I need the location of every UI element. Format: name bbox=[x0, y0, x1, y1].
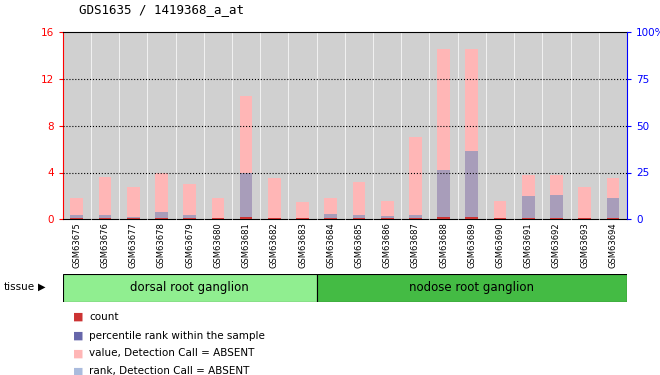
Bar bbox=[578, 218, 591, 219]
Bar bbox=[373, 32, 401, 219]
Text: ▶: ▶ bbox=[38, 282, 46, 292]
Bar bbox=[430, 32, 458, 219]
Bar bbox=[438, 50, 450, 219]
Bar bbox=[268, 217, 280, 219]
Text: percentile rank within the sample: percentile rank within the sample bbox=[89, 331, 265, 340]
Bar bbox=[352, 182, 365, 219]
Bar bbox=[268, 218, 280, 219]
Bar bbox=[296, 217, 309, 219]
Bar bbox=[91, 32, 119, 219]
Bar bbox=[570, 32, 599, 219]
Bar bbox=[317, 32, 345, 219]
Bar bbox=[578, 217, 591, 219]
Bar bbox=[486, 32, 514, 219]
Bar bbox=[409, 217, 422, 219]
Bar bbox=[522, 196, 535, 219]
Bar bbox=[63, 32, 91, 219]
Bar bbox=[99, 214, 112, 219]
Bar bbox=[240, 172, 252, 219]
Bar bbox=[260, 32, 288, 219]
Bar bbox=[183, 218, 196, 219]
Bar bbox=[232, 32, 260, 219]
Bar bbox=[458, 32, 486, 219]
Text: value, Detection Call = ABSENT: value, Detection Call = ABSENT bbox=[89, 348, 255, 358]
Bar bbox=[607, 198, 619, 219]
Text: nodose root ganglion: nodose root ganglion bbox=[409, 281, 535, 294]
Bar bbox=[212, 218, 224, 219]
Bar bbox=[240, 217, 252, 219]
Bar bbox=[183, 214, 196, 219]
Bar bbox=[155, 217, 168, 219]
Bar bbox=[212, 217, 224, 219]
Bar bbox=[155, 212, 168, 219]
Bar bbox=[381, 201, 393, 219]
Bar bbox=[465, 152, 478, 219]
Text: dorsal root ganglion: dorsal root ganglion bbox=[130, 281, 249, 294]
Bar bbox=[522, 175, 535, 219]
Bar bbox=[550, 217, 563, 219]
Bar bbox=[176, 32, 204, 219]
Bar bbox=[599, 32, 627, 219]
Bar bbox=[438, 170, 450, 219]
Bar bbox=[550, 195, 563, 219]
Bar bbox=[127, 187, 139, 219]
Bar bbox=[71, 214, 83, 219]
Bar bbox=[63, 274, 317, 302]
Bar bbox=[127, 217, 139, 219]
Bar bbox=[381, 218, 393, 219]
Bar bbox=[381, 216, 393, 219]
Bar bbox=[268, 178, 280, 219]
Bar bbox=[494, 217, 506, 219]
Bar bbox=[288, 32, 317, 219]
Bar bbox=[325, 217, 337, 219]
Bar bbox=[147, 32, 176, 219]
Bar bbox=[494, 201, 506, 219]
Bar bbox=[494, 218, 506, 219]
Bar bbox=[240, 96, 252, 219]
Text: ■: ■ bbox=[73, 312, 83, 322]
Bar bbox=[127, 218, 139, 219]
Bar bbox=[325, 198, 337, 219]
Bar bbox=[325, 213, 337, 219]
Bar bbox=[296, 218, 309, 219]
Bar bbox=[401, 32, 430, 219]
Bar bbox=[550, 175, 563, 219]
Bar bbox=[183, 184, 196, 219]
Bar bbox=[607, 217, 619, 219]
Bar bbox=[514, 32, 543, 219]
Bar bbox=[345, 32, 373, 219]
Bar bbox=[409, 214, 422, 219]
Text: tissue: tissue bbox=[3, 282, 34, 292]
Bar bbox=[317, 274, 627, 302]
Bar bbox=[352, 217, 365, 219]
Bar bbox=[409, 137, 422, 219]
Bar bbox=[71, 198, 83, 219]
Bar bbox=[465, 217, 478, 219]
Bar bbox=[465, 50, 478, 219]
Text: ■: ■ bbox=[73, 331, 83, 340]
Bar bbox=[522, 217, 535, 219]
Bar bbox=[212, 198, 224, 219]
Bar bbox=[99, 217, 112, 219]
Bar bbox=[543, 32, 570, 219]
Bar bbox=[155, 172, 168, 219]
Bar bbox=[438, 217, 450, 219]
Bar bbox=[71, 217, 83, 219]
Text: ■: ■ bbox=[73, 366, 83, 375]
Bar bbox=[607, 178, 619, 219]
Bar bbox=[352, 214, 365, 219]
Text: ■: ■ bbox=[73, 348, 83, 358]
Bar bbox=[204, 32, 232, 219]
Text: count: count bbox=[89, 312, 119, 322]
Text: rank, Detection Call = ABSENT: rank, Detection Call = ABSENT bbox=[89, 366, 249, 375]
Text: GDS1635 / 1419368_a_at: GDS1635 / 1419368_a_at bbox=[79, 3, 244, 16]
Bar bbox=[578, 187, 591, 219]
Bar bbox=[99, 177, 112, 219]
Bar bbox=[296, 202, 309, 219]
Bar bbox=[119, 32, 147, 219]
